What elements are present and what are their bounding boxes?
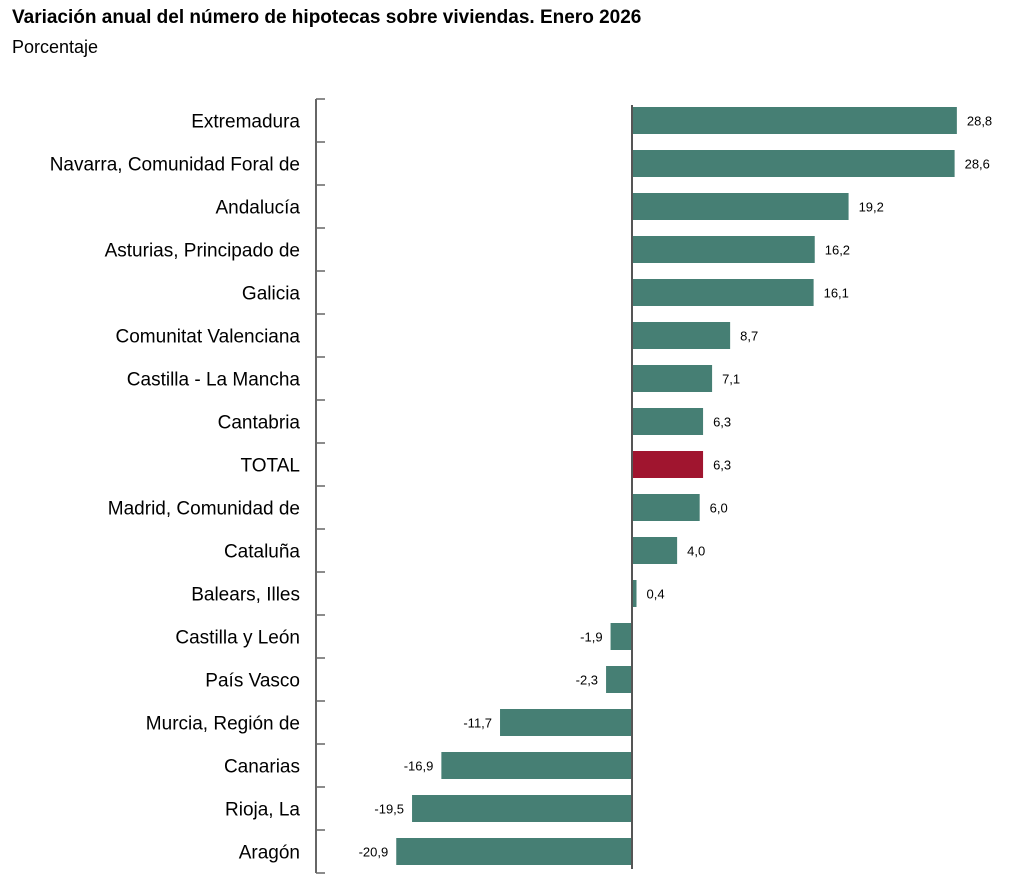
- value-label: 16,1: [824, 286, 849, 301]
- value-labels: 28,8 28,6 19,2 16,2 16,1 8,7 7,1 6,3 6,3 6,0 4,0 0,…: [359, 114, 993, 860]
- category-label: Cantabria: [218, 413, 301, 434]
- category-label: Castilla y León: [175, 628, 300, 649]
- value-label: 7,1: [722, 372, 740, 387]
- category-label: Cataluña: [224, 542, 300, 563]
- bar-total: [632, 451, 704, 478]
- bar-asturias-principado-de: [632, 236, 815, 263]
- value-label: -19,5: [374, 802, 404, 817]
- value-label: 19,2: [859, 200, 884, 215]
- bar-aragon: [396, 838, 632, 865]
- bar-comunitat-valenciana: [632, 322, 731, 349]
- value-label: 8,7: [740, 329, 758, 344]
- value-label: 6,3: [713, 415, 731, 430]
- value-label: 28,6: [965, 157, 990, 172]
- category-label: Balears, Illes: [191, 585, 300, 606]
- value-label: 0,4: [647, 587, 665, 602]
- category-label: Castilla - La Mancha: [127, 370, 301, 391]
- bar-madrid-comunidad-de: [632, 494, 700, 521]
- bar-castilla-la-mancha: [632, 365, 713, 392]
- value-label: -16,9: [404, 759, 434, 774]
- bar-andalucia: [632, 193, 849, 220]
- bar-navarra-comunidad-foral-de: [632, 150, 955, 177]
- bar-cantabria: [632, 408, 704, 435]
- value-label: 6,0: [710, 501, 728, 516]
- value-label: -20,9: [359, 845, 389, 860]
- category-label: País Vasco: [205, 671, 300, 692]
- category-label: Aragón: [239, 843, 300, 864]
- value-label: 16,2: [825, 243, 850, 258]
- category-labels: Extremadura Navarra, Comunidad Foral de An…: [50, 112, 301, 864]
- category-label: Comunitat Valenciana: [116, 327, 301, 348]
- value-label: -2,3: [576, 673, 598, 688]
- bar-cataluna: [632, 537, 678, 564]
- category-label: Andalucía: [215, 198, 300, 219]
- value-label: -1,9: [580, 630, 602, 645]
- bar-pais-vasco: [606, 666, 632, 693]
- value-label: 28,8: [967, 114, 992, 129]
- bar-murcia-region-de: [500, 709, 632, 736]
- category-label: Canarias: [224, 757, 300, 778]
- category-label: Rioja, La: [225, 800, 300, 821]
- category-label: Navarra, Comunidad Foral de: [50, 155, 300, 176]
- value-label: 4,0: [687, 544, 705, 559]
- chart-subtitle: Porcentaje: [12, 37, 99, 57]
- bar-rioja-la: [412, 795, 632, 822]
- bar-galicia: [632, 279, 814, 306]
- bar-extremadura: [632, 107, 957, 134]
- value-label: 6,3: [713, 458, 731, 473]
- value-label: -11,7: [463, 716, 492, 731]
- category-label: Madrid, Comunidad de: [108, 499, 300, 520]
- category-axis-ticks: [316, 98, 325, 874]
- bar-balears-illes: [632, 580, 637, 607]
- category-label: Asturias, Principado de: [105, 241, 300, 262]
- category-label: Galicia: [242, 284, 301, 305]
- category-label: Extremadura: [191, 112, 300, 133]
- bar-canarias: [441, 752, 632, 779]
- category-label: Murcia, Región de: [146, 714, 300, 735]
- bar-castilla-y-leon: [610, 623, 632, 650]
- category-label: TOTAL: [241, 456, 300, 477]
- bars: [396, 107, 957, 865]
- chart-title: Variación anual del número de hipotecas …: [12, 7, 642, 28]
